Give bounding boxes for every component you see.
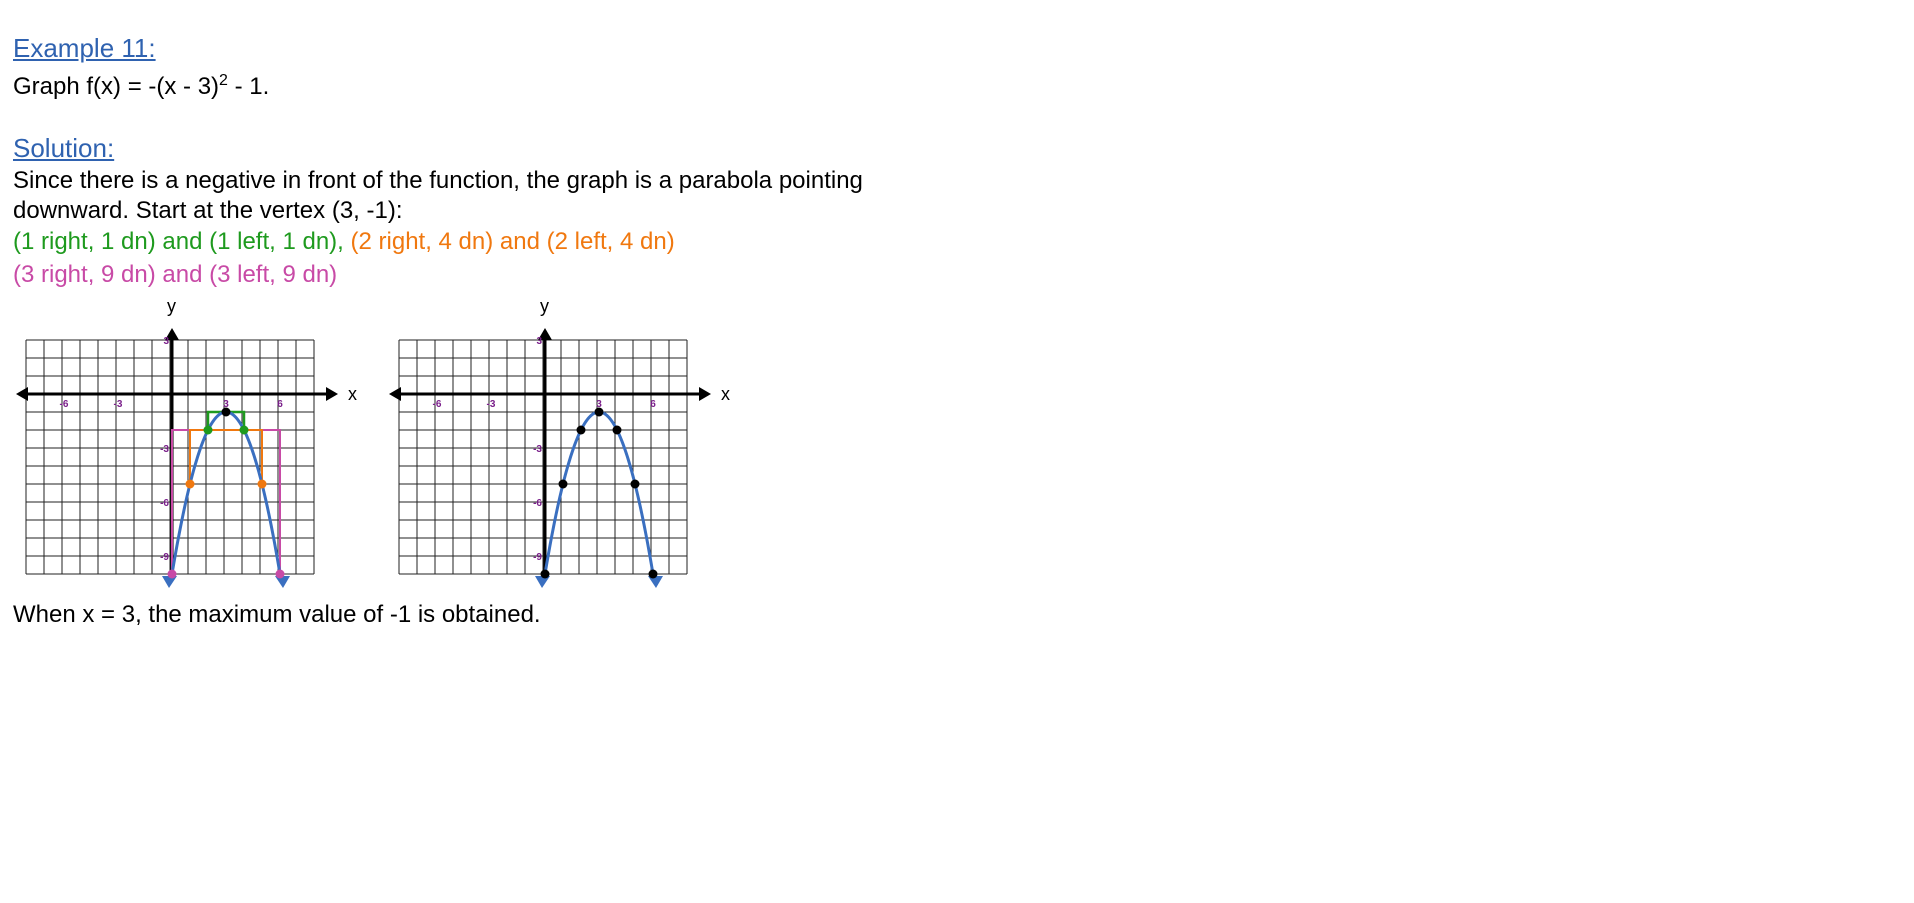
x-tick-label: -3 bbox=[114, 399, 123, 410]
example-heading: Example 11: bbox=[13, 33, 156, 63]
y-tick-label: -9 bbox=[160, 552, 169, 563]
solution-heading: Solution: bbox=[13, 133, 115, 163]
y-tick-label: -3 bbox=[533, 444, 542, 455]
x-tick-label: 6 bbox=[277, 399, 283, 410]
plotted-point bbox=[648, 569, 658, 579]
plotted-point bbox=[540, 569, 550, 579]
y-axis-top-arrow bbox=[538, 328, 552, 340]
plotted-point bbox=[257, 479, 267, 489]
problem-suffix: - 1. bbox=[227, 73, 270, 100]
plotted-point bbox=[185, 479, 195, 489]
conclusion-text: When x = 3, the maximum value of -1 is o… bbox=[13, 601, 541, 628]
orange-step-guide bbox=[189, 429, 263, 484]
y-axis-top-arrow bbox=[165, 328, 179, 340]
plotted-point bbox=[275, 569, 285, 579]
x-tick-label: 6 bbox=[650, 399, 656, 410]
curve-left-arrow bbox=[535, 576, 550, 588]
x-tick-label: 3 bbox=[596, 399, 602, 410]
plotted-point bbox=[576, 425, 586, 435]
grid bbox=[25, 339, 315, 575]
curve-right-arrow bbox=[275, 576, 290, 588]
x-tick-label: -6 bbox=[433, 399, 442, 410]
plotted-point bbox=[203, 425, 213, 435]
green-steps: (1 right, 1 dn) and (1 left, 1 dn), bbox=[13, 228, 344, 255]
x-tick-label: -6 bbox=[60, 399, 69, 410]
x-axis-left-arrow bbox=[389, 387, 401, 401]
x-axis-label: x bbox=[721, 384, 730, 404]
steps-line-1: (1 right, 1 dn) and (1 left, 1 dn), (2 r… bbox=[13, 227, 675, 257]
y-tick-label: 3 bbox=[163, 336, 169, 347]
problem-exponent: 2 bbox=[219, 72, 228, 89]
y-tick-label: -9 bbox=[533, 552, 542, 563]
x-axis-right-arrow bbox=[326, 387, 338, 401]
plotted-point bbox=[239, 425, 249, 435]
graph-1-svg: x y -6 -3 3 6 3 -3 -6 -9 bbox=[389, 296, 730, 588]
x-tick-label: 3 bbox=[223, 399, 229, 410]
y-tick-label: -6 bbox=[533, 498, 542, 509]
x-tick-label: -3 bbox=[487, 399, 496, 410]
plotted-point bbox=[167, 569, 177, 579]
y-tick-label: 3 bbox=[536, 336, 542, 347]
curve-right-arrow bbox=[648, 576, 663, 588]
curve-left-arrow bbox=[162, 576, 177, 588]
problem-prefix: Graph f(x) = -(x - 3) bbox=[13, 73, 220, 100]
plotted-point bbox=[612, 425, 622, 435]
plotted-point bbox=[594, 407, 604, 417]
x-axis-left-arrow bbox=[16, 387, 28, 401]
x-axis-right-arrow bbox=[699, 387, 711, 401]
problem-statement: Graph f(x) = -(x - 3)2 - 1. bbox=[13, 66, 269, 102]
magenta-steps: (3 right, 9 dn) and (3 left, 9 dn) bbox=[13, 261, 338, 288]
plotted-point bbox=[558, 479, 568, 489]
solution-line-2: downward. Start at the vertex (3, -1): bbox=[13, 197, 403, 224]
steps-line-2: (3 right, 9 dn) and (3 left, 9 dn) bbox=[13, 260, 337, 290]
graph-with-step-guides: x y -6 -3 3 6 3 -3 -6 -9 bbox=[12, 292, 372, 592]
y-axis-label: y bbox=[167, 296, 176, 316]
plotted-point bbox=[221, 407, 231, 417]
graph-0-svg: x y -6 -3 3 6 3 -3 -6 -9 bbox=[16, 296, 357, 588]
y-axis-label: y bbox=[540, 296, 549, 316]
orange-steps: (2 right, 4 dn) and (2 left, 4 dn) bbox=[343, 228, 675, 255]
y-tick-label: -3 bbox=[160, 444, 169, 455]
plotted-point bbox=[630, 479, 640, 489]
x-axis-label: x bbox=[348, 384, 357, 404]
grid bbox=[398, 339, 688, 575]
graph-final: x y -6 -3 3 6 3 -3 -6 -9 bbox=[385, 292, 745, 592]
y-tick-label: -6 bbox=[160, 498, 169, 509]
solution-line-1: Since there is a negative in front of th… bbox=[13, 167, 863, 194]
